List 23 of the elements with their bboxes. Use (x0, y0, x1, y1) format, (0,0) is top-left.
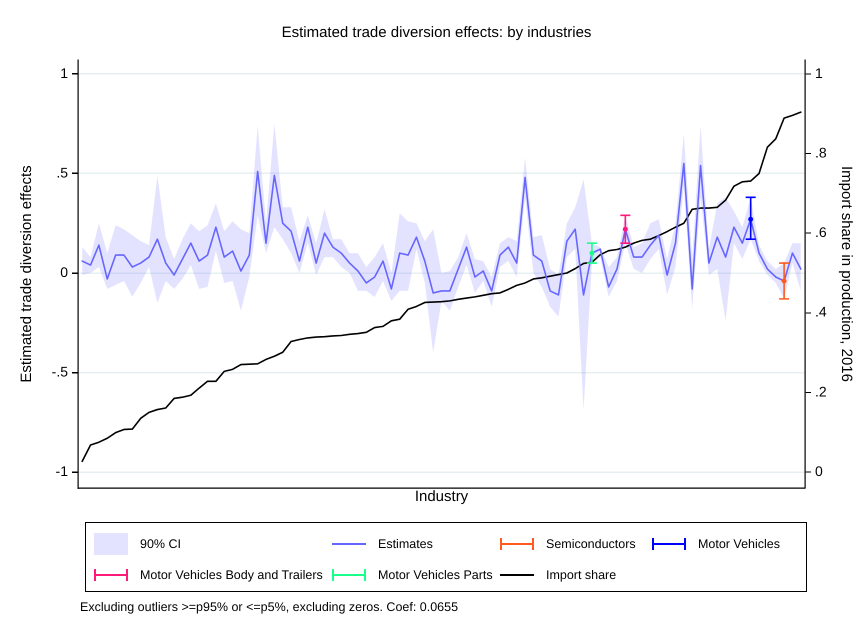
y-tick-label: .5 (56, 164, 68, 180)
text: Excluding outliers >=p95% or <=p5%, excluding zeros. Coef: 0.0655 (80, 600, 458, 614)
y-tick-label: 1 (60, 64, 68, 81)
legend-label: Motor Vehicles (698, 536, 780, 550)
legend-label: Semiconductors (546, 536, 636, 550)
text: 90% CI (140, 536, 181, 550)
y-tick-label: -.5 (52, 363, 68, 380)
y2-axis-title: Import share in production, 2016 (838, 166, 855, 382)
y2-tick-label: .4 (815, 304, 827, 320)
y2-tick-label: .6 (815, 224, 827, 240)
y-tick-label: 0 (60, 264, 68, 280)
legend-label: Motor Vehicles Parts (378, 568, 493, 582)
legend-label: Estimates (378, 536, 433, 550)
chart-title: Estimated trade diversion effects: by industries (282, 24, 592, 42)
y-tick-label: -1 (56, 462, 68, 479)
y-axis-title: Estimated trade diversion effects (18, 165, 36, 383)
y2-tick-label: 1 (815, 64, 823, 81)
y2-tick-label: 0 (815, 462, 823, 479)
legend-label: Motor Vehicles Body and Trailers (140, 568, 323, 582)
y2-tick-label: .2 (815, 383, 827, 400)
y2-tick-label: .8 (815, 144, 827, 160)
legend-label: Import share (546, 568, 616, 582)
x-axis-title: Industry (414, 488, 469, 506)
